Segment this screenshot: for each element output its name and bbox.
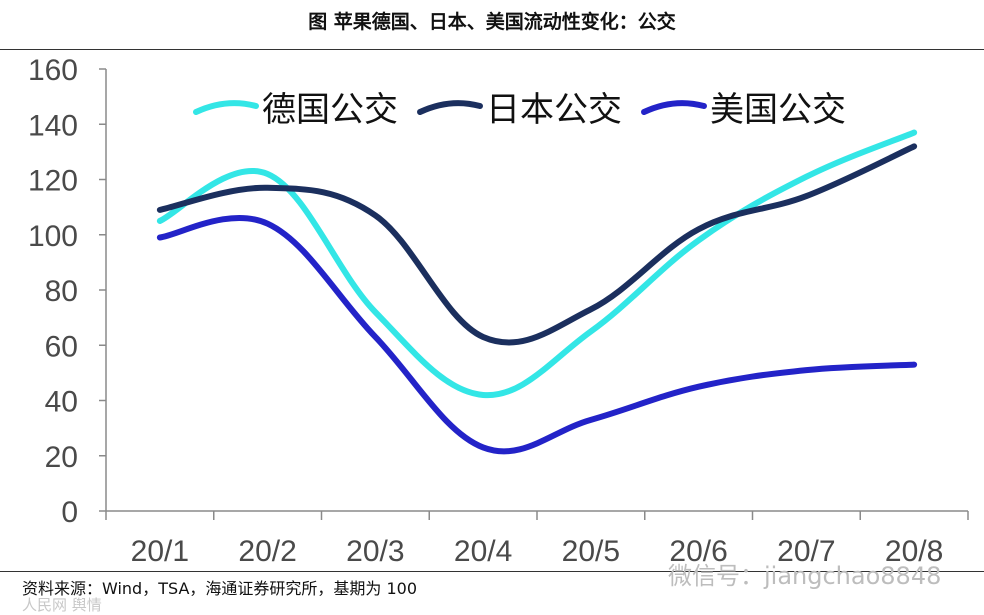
line-chart: 0 20 40 60 80 100 120 140 160 20/1 20/2 20/3 20/4 20/… (0, 52, 984, 570)
y-tick-label: 160 (28, 54, 78, 87)
top-rule (0, 49, 984, 50)
y-tick-label: 0 (61, 496, 78, 529)
y-tick-label: 20 (45, 441, 78, 474)
legend-label: 美国公交 (710, 90, 846, 130)
page-title: 图 苹果德国、日本、美国流动性变化：公交 (0, 0, 984, 40)
x-tick-label: 20/4 (454, 535, 512, 568)
watermark-left: 人民网 舆情 (22, 594, 102, 615)
x-tick-label: 20/1 (131, 535, 189, 568)
x-tick-label: 20/3 (346, 535, 404, 568)
legend-label: 日本公交 (486, 90, 622, 130)
y-tick-label: 80 (45, 275, 78, 308)
y-tick-label: 60 (45, 330, 78, 363)
chart-series (160, 132, 914, 451)
legend-swatch (420, 103, 480, 112)
legend-swatch (644, 103, 704, 112)
y-tick-label: 140 (28, 109, 78, 142)
y-tick-label: 100 (28, 220, 78, 253)
legend-swatch (196, 103, 256, 112)
chart-axes: 0 20 40 60 80 100 120 140 160 20/1 20/2 20/3 20/4 20/… (28, 54, 968, 568)
x-tick-label: 20/2 (238, 535, 296, 568)
y-tick-label: 40 (45, 386, 78, 419)
legend-label: 德国公交 (262, 90, 398, 130)
series-line-1 (160, 133, 914, 396)
x-tick-label: 20/5 (562, 535, 620, 568)
watermark: 微信号：jiangchao8848 (668, 556, 941, 591)
chart-legend: 德国公交 日本公交 美国公交 (196, 90, 846, 130)
y-tick-label: 120 (28, 165, 78, 198)
